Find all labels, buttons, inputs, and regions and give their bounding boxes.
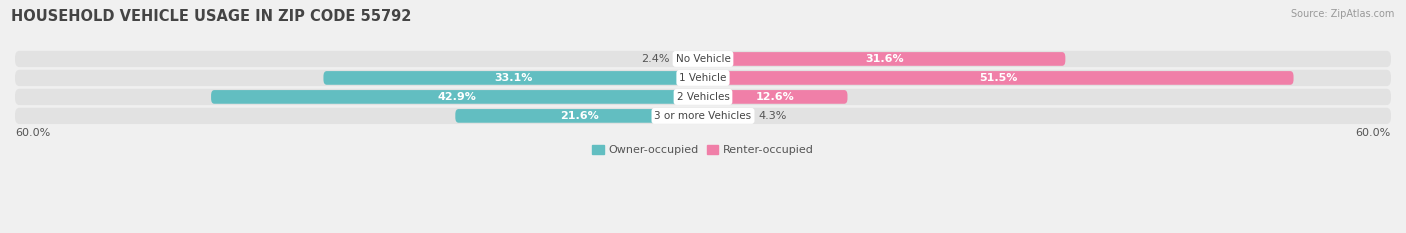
FancyBboxPatch shape: [703, 90, 848, 104]
FancyBboxPatch shape: [456, 109, 703, 123]
Text: 21.6%: 21.6%: [560, 111, 599, 121]
Text: 2 Vehicles: 2 Vehicles: [676, 92, 730, 102]
Text: No Vehicle: No Vehicle: [675, 54, 731, 64]
FancyBboxPatch shape: [703, 71, 1294, 85]
Text: 60.0%: 60.0%: [15, 128, 51, 138]
FancyBboxPatch shape: [703, 52, 1066, 66]
Text: 51.5%: 51.5%: [979, 73, 1018, 83]
FancyBboxPatch shape: [323, 71, 703, 85]
Text: 3 or more Vehicles: 3 or more Vehicles: [654, 111, 752, 121]
Text: HOUSEHOLD VEHICLE USAGE IN ZIP CODE 55792: HOUSEHOLD VEHICLE USAGE IN ZIP CODE 5579…: [11, 9, 412, 24]
Text: Source: ZipAtlas.com: Source: ZipAtlas.com: [1291, 9, 1395, 19]
Text: 42.9%: 42.9%: [437, 92, 477, 102]
FancyBboxPatch shape: [211, 90, 703, 104]
FancyBboxPatch shape: [15, 70, 1391, 86]
Legend: Owner-occupied, Renter-occupied: Owner-occupied, Renter-occupied: [588, 140, 818, 159]
Text: 12.6%: 12.6%: [756, 92, 794, 102]
Text: 31.6%: 31.6%: [865, 54, 904, 64]
FancyBboxPatch shape: [15, 51, 1391, 67]
FancyBboxPatch shape: [15, 89, 1391, 105]
Text: 2.4%: 2.4%: [641, 54, 669, 64]
FancyBboxPatch shape: [675, 52, 703, 66]
FancyBboxPatch shape: [703, 109, 752, 123]
Text: 33.1%: 33.1%: [494, 73, 533, 83]
Text: 4.3%: 4.3%: [758, 111, 786, 121]
FancyBboxPatch shape: [15, 108, 1391, 124]
Text: 60.0%: 60.0%: [1355, 128, 1391, 138]
Text: 1 Vehicle: 1 Vehicle: [679, 73, 727, 83]
